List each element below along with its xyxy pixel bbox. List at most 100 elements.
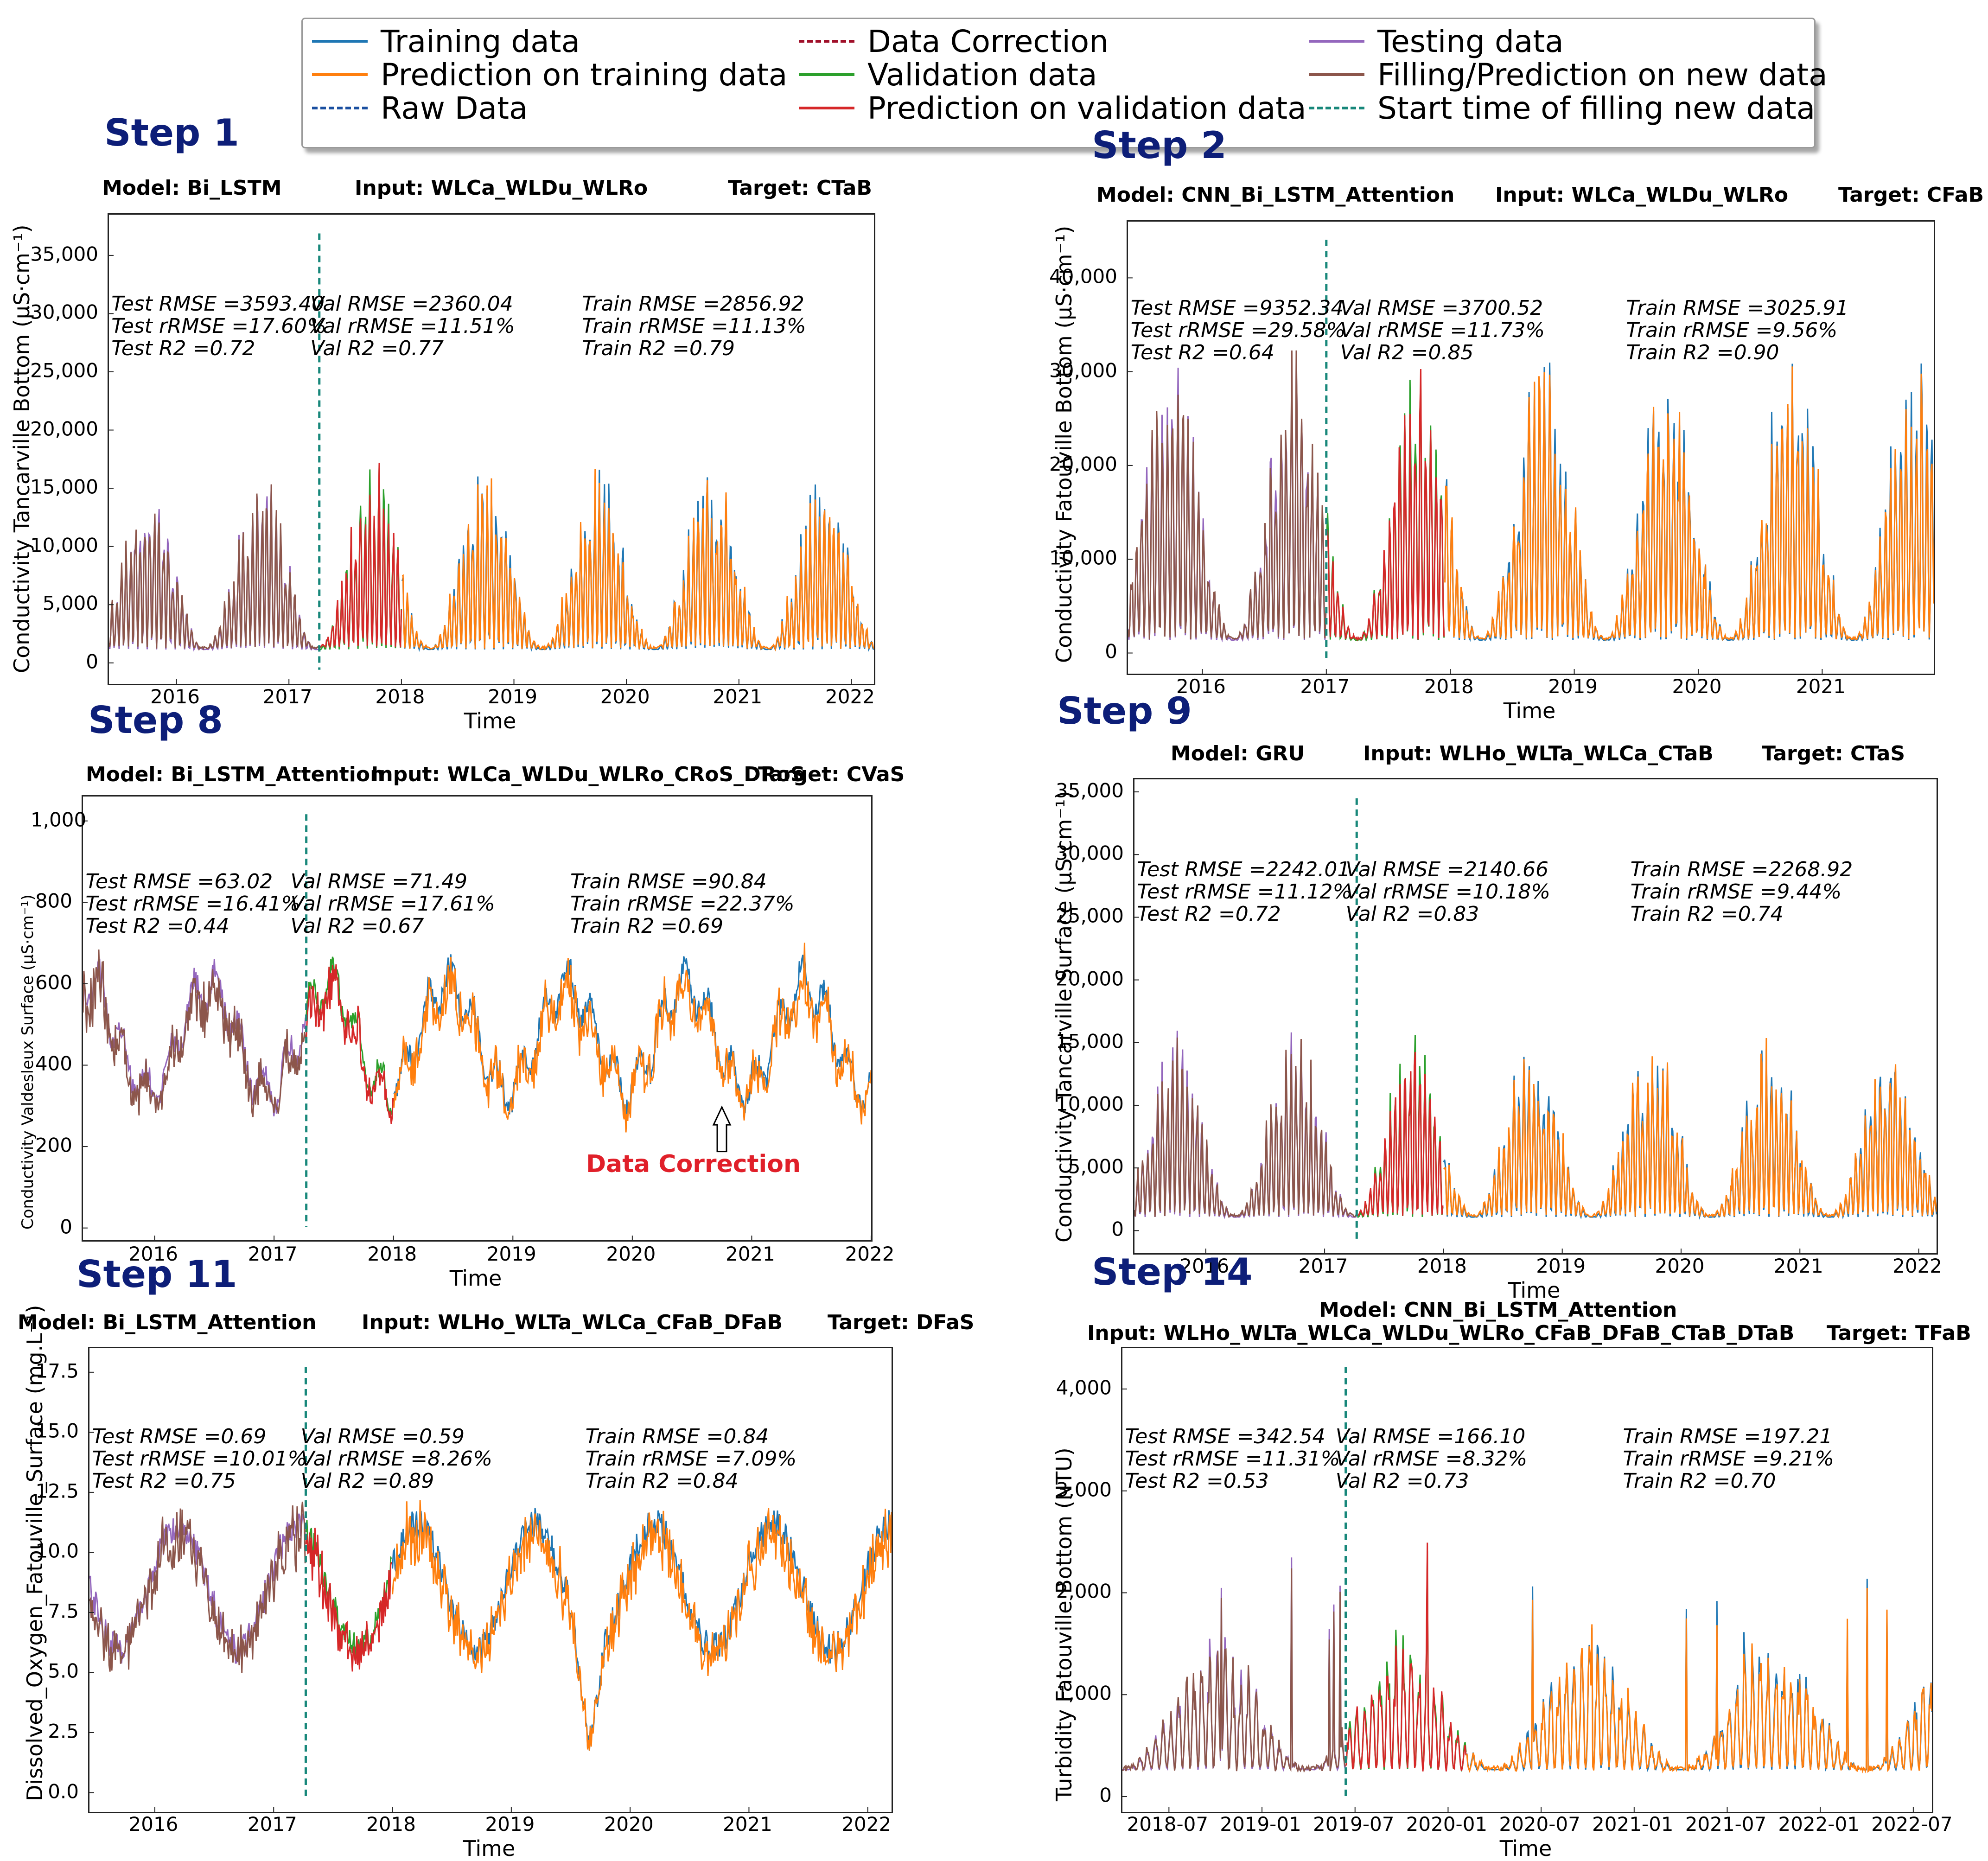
y-tick-label: 35,000: [30, 242, 98, 266]
legend-item: Training data: [312, 24, 580, 59]
predicted-series-line: [1122, 1568, 1346, 1773]
predicted-series-line: [306, 964, 394, 1124]
metric-train: Train rRMSE =9.21%: [1623, 1447, 1835, 1471]
metric-test: Test rRMSE =10.01%: [92, 1447, 307, 1471]
metric-train: Train rRMSE =11.13%: [582, 314, 806, 338]
metric-train: Train RMSE =0.84: [585, 1425, 769, 1448]
y-tick-label: 17.5: [35, 1359, 79, 1383]
y-tick-label: 20,000: [1049, 453, 1117, 476]
x-tick-label: 2016: [128, 1243, 178, 1265]
x-tick-label: 2019: [1536, 1255, 1586, 1277]
y-axis-label: Conductivity Tancarville Surface (µS·cm⁻…: [1051, 790, 1077, 1243]
predicted-series-line: [305, 1528, 393, 1672]
legend-item: Validation data: [799, 57, 1097, 93]
y-tick-label: 1,000: [31, 808, 87, 831]
x-tick-label: 2020: [604, 1813, 654, 1836]
metric-test: Test rRMSE =16.41%: [85, 892, 301, 916]
metric-test: Test RMSE =2242.01: [1137, 857, 1351, 881]
legend-label: Prediction on validation data: [867, 90, 1306, 126]
metric-test: Test R2 =0.53: [1125, 1469, 1269, 1493]
metric-train: Train RMSE =2268.92: [1630, 857, 1853, 881]
x-axis-label: Time: [1499, 1836, 1552, 1861]
predicted-series-line: [1357, 1052, 1444, 1217]
panel-target-label: Target: CFaB: [1838, 183, 1984, 207]
metric-val: Val rRMSE =17.61%: [290, 892, 495, 916]
x-tick-label: 2016: [128, 1813, 178, 1836]
metric-val: Val rRMSE =8.32%: [1335, 1447, 1528, 1471]
y-tick-label: 0: [1111, 1217, 1124, 1241]
predicted-series-line: [89, 1501, 306, 1673]
y-tick-label: 1,000: [1056, 1682, 1112, 1705]
panel-target-label: Target: DFaS: [828, 1311, 975, 1334]
predicted-series-line: [109, 484, 319, 651]
legend-label: Filling/Prediction on new data: [1377, 57, 1828, 93]
x-tick-label: 2017: [247, 1813, 297, 1836]
y-tick-label: 5,000: [1068, 1155, 1124, 1178]
legend-item: Prediction on training data: [312, 57, 787, 93]
legend-line-swatch: [799, 73, 854, 76]
y-tick-label: 800: [35, 889, 72, 912]
x-tick-label: 2020-01: [1406, 1813, 1488, 1836]
plot-area: [108, 213, 875, 685]
x-tick-label: 2017: [262, 685, 312, 708]
panel-input-label: Input: WLCa_WLDu_WLRo: [355, 176, 648, 200]
metric-val: Val R2 =0.77: [310, 337, 444, 361]
x-axis-label: Time: [1508, 1278, 1561, 1303]
y-tick-label: 40,000: [1049, 265, 1117, 288]
x-axis-label: Time: [1503, 698, 1556, 723]
step-title: Step 2: [1092, 124, 1227, 167]
metric-train: Train R2 =0.79: [582, 337, 735, 361]
x-tick-label: 2021: [725, 1243, 775, 1265]
y-axis-label: Conductivity Fatouville Bottom (µS·cm⁻¹): [1051, 225, 1077, 663]
y-tick-label: 20,000: [1056, 967, 1124, 990]
x-tick-label: 2022: [825, 685, 875, 708]
y-tick-label: 25,000: [1056, 904, 1124, 927]
predicted-series-line: [393, 943, 871, 1133]
metric-train: Train R2 =0.90: [1626, 340, 1779, 364]
x-tick-label: 2021: [1796, 675, 1846, 698]
x-axis-label: Time: [463, 1836, 516, 1861]
legend-label: Raw Data: [381, 90, 528, 126]
x-tick-label: 2018: [366, 1813, 416, 1836]
plot-area: [1127, 220, 1935, 675]
x-tick-label: 2022: [845, 1243, 895, 1265]
metric-test: Test R2 =0.64: [1130, 340, 1274, 364]
legend-line-swatch: [799, 107, 854, 109]
x-tick-label: 2018: [1424, 675, 1474, 698]
legend-line-swatch: [312, 107, 368, 109]
metric-val: Val R2 =0.83: [1345, 902, 1479, 926]
predicted-series-line: [1444, 366, 1934, 641]
x-tick-label: 2022-07: [1871, 1813, 1953, 1836]
y-tick-label: 10,000: [1056, 1092, 1124, 1115]
y-tick-label: 0.0: [48, 1780, 79, 1803]
metric-train: Train R2 =0.84: [585, 1469, 739, 1493]
y-tick-label: 25,000: [30, 359, 98, 382]
y-tick-label: 30,000: [30, 300, 98, 324]
x-tick-label: 2018: [1417, 1255, 1467, 1277]
y-tick-label: 35,000: [1056, 779, 1124, 802]
y-tick-label: 5.0: [48, 1659, 79, 1683]
y-axis-label: Conductivity Valdesleux Surface (µS·cm⁻¹…: [19, 894, 37, 1230]
metric-test: Test rRMSE =11.12%: [1137, 880, 1352, 904]
metric-test: Test rRMSE =29.58%: [1130, 318, 1346, 342]
x-tick-label: 2016: [150, 685, 200, 708]
metric-val: Val RMSE =0.59: [300, 1425, 465, 1448]
x-tick-label: 2019-01: [1220, 1813, 1301, 1836]
x-tick-label: 2019-07: [1313, 1813, 1395, 1836]
y-tick-label: 15,000: [30, 475, 98, 498]
observed-series-line: [393, 954, 871, 1120]
panel-model-label: Model: GRU: [1171, 742, 1305, 765]
panel-model-label: Model: Bi_LSTM: [102, 176, 282, 200]
panel-input-label: Input: WLHo_WLTa_WLCa_CFaB_DFaB: [362, 1311, 783, 1334]
x-tick-label: 2020: [1655, 1255, 1705, 1277]
x-tick-label: 2019: [485, 1813, 535, 1836]
predicted-series-line: [1345, 1542, 1467, 1772]
x-tick-label: 2019: [1548, 675, 1598, 698]
predicted-series-line: [401, 469, 874, 652]
x-tick-label: 2019: [486, 1243, 536, 1265]
panel-input-label: Input: WLCa_WLDu_WLRo_CRoS_DRoS: [371, 763, 805, 786]
x-tick-label: 2020: [600, 685, 650, 708]
y-axis-label: Dissolved_Oxygen_Fatouville_Surface (mg.…: [22, 1305, 47, 1801]
x-tick-label: 2017: [1300, 675, 1350, 698]
panel-target-label: Target: TFaB: [1827, 1321, 1971, 1345]
